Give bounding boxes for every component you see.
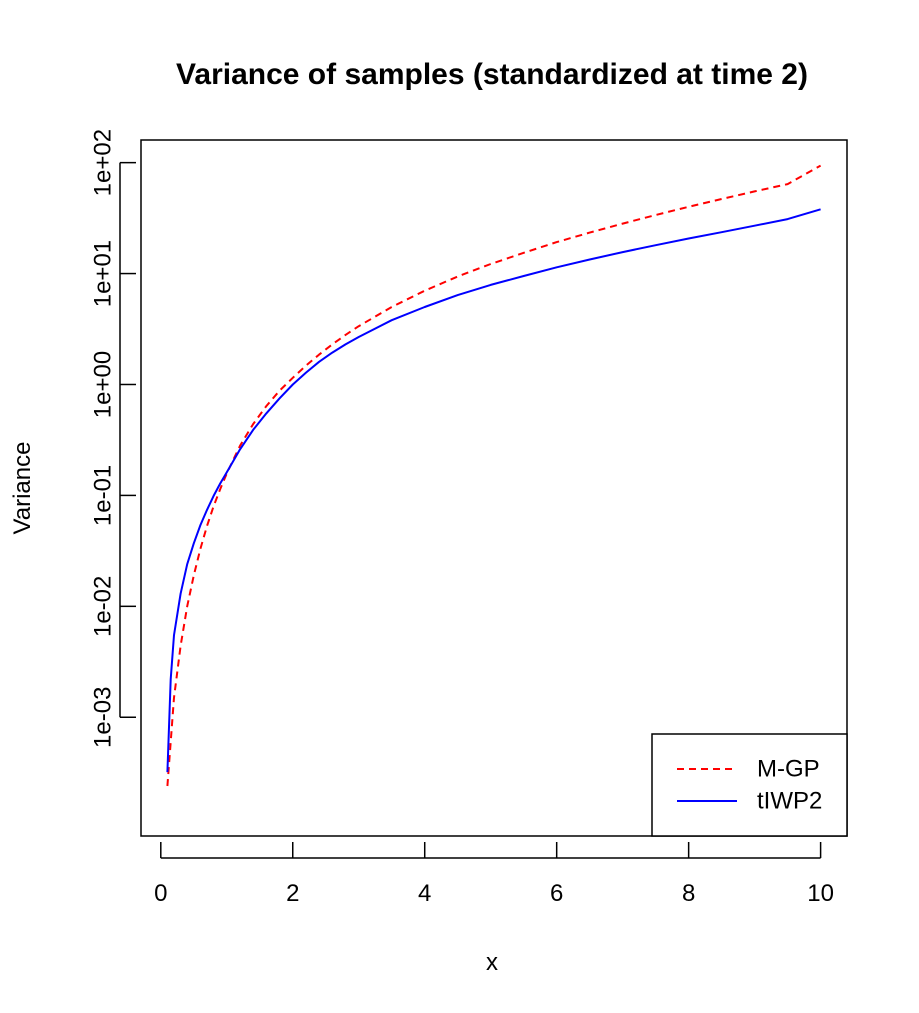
y-axis-label: Variance (9, 442, 36, 535)
y-axis: 1e-03 1e-02 1e-01 1e+00 1e+01 1e+02 (90, 129, 136, 748)
x-axis-label: x (486, 949, 498, 976)
legend: M-GP tIWP2 (651, 733, 848, 837)
y-tick-label: 1e-01 (90, 465, 117, 526)
y-tick-label: 1e+02 (90, 129, 117, 196)
y-tick-label: 1e+00 (90, 351, 117, 418)
series-line-tiwp2 (166, 208, 821, 773)
y-tick-label: 1e-03 (90, 687, 117, 748)
x-tick-label: 8 (682, 880, 695, 907)
series-line-m-gp (166, 164, 822, 787)
y-tick-label: 1e+01 (90, 240, 117, 307)
y-tick-label: 1e-02 (90, 576, 117, 637)
legend-box (651, 733, 848, 837)
plot-lines (166, 164, 822, 787)
x-tick-label: 10 (807, 880, 834, 907)
x-axis: 0 2 4 6 8 10 (154, 842, 834, 907)
chart-title: Variance of samples (standardized at tim… (176, 58, 808, 91)
x-tick-label: 2 (286, 880, 299, 907)
x-tick-label: 0 (154, 880, 167, 907)
x-tick-label: 6 (550, 880, 563, 907)
x-tick-label: 4 (418, 880, 431, 907)
plot-frame (140, 139, 848, 837)
legend-label: tIWP2 (757, 788, 822, 815)
legend-label: M-GP (757, 756, 820, 783)
